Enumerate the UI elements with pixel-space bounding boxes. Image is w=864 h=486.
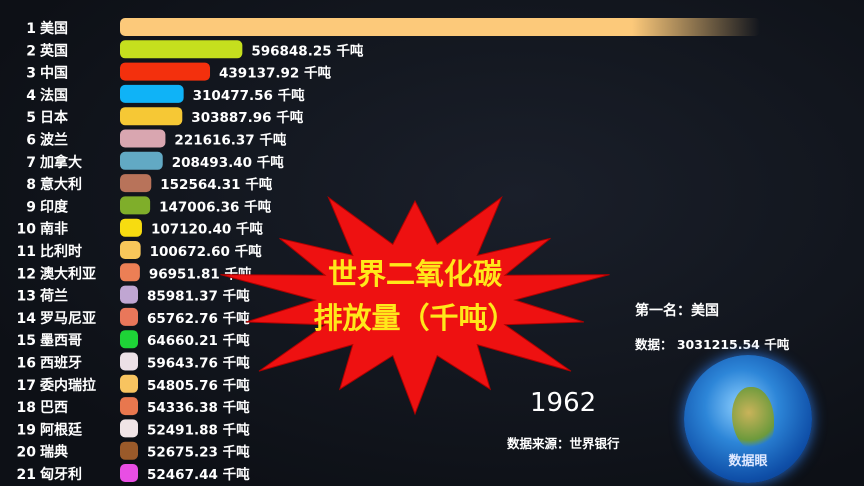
value-label: 54336.38 千吨 xyxy=(147,399,250,416)
country-label: 荷兰 xyxy=(39,288,68,305)
bar xyxy=(120,330,138,349)
globe-logo: 数据眼 xyxy=(684,355,812,483)
country-label: 法国 xyxy=(40,87,68,104)
country-label: 澳大利亚 xyxy=(40,265,96,282)
leader-label: 第一名：美国 xyxy=(635,303,719,319)
africa-shape xyxy=(732,387,774,451)
country-label: 加拿大 xyxy=(39,154,82,171)
value-label: 152564.31 千吨 xyxy=(160,176,272,193)
bar xyxy=(120,129,166,148)
rank-label: 10 xyxy=(17,222,37,238)
bar xyxy=(120,307,138,326)
country-label: 南非 xyxy=(40,221,68,238)
bar xyxy=(120,352,138,371)
rank-label: 14 xyxy=(17,311,37,327)
country-label: 阿根廷 xyxy=(40,421,83,438)
country-label: 英国 xyxy=(39,42,68,59)
rank-label: 12 xyxy=(17,266,36,282)
country-label: 意大利 xyxy=(40,176,82,193)
chart-title-line-2: 排放量（千吨） xyxy=(313,301,516,335)
starburst-shape xyxy=(220,195,610,416)
bar xyxy=(120,441,138,460)
bar xyxy=(120,174,152,193)
rank-label: 18 xyxy=(17,400,36,416)
country-label: 墨西哥 xyxy=(40,333,82,349)
value-label: 303887.96 千吨 xyxy=(191,109,303,126)
logo-text: 数据眼 xyxy=(728,454,768,469)
bar xyxy=(120,62,211,81)
title-starburst: 世界二氧化碳 排放量（千吨） xyxy=(220,195,610,416)
rank-label: 15 xyxy=(17,333,36,349)
bar xyxy=(120,196,151,215)
country-label: 巴西 xyxy=(40,400,68,416)
country-label: 中国 xyxy=(40,65,68,82)
rank-label: 5 xyxy=(26,110,36,126)
value-label: 310477.56 千吨 xyxy=(193,87,305,104)
value-label: 221616.37 千吨 xyxy=(174,132,286,149)
value-label: 64660.21 千吨 xyxy=(147,332,250,349)
value-label: 52467.44 千吨 xyxy=(147,466,250,483)
country-label: 美国 xyxy=(40,20,68,37)
country-label: 委内瑞拉 xyxy=(39,377,96,394)
rank-label: 4 xyxy=(26,88,36,104)
rank-label: 3 xyxy=(26,66,36,82)
rank-label: 20 xyxy=(17,445,37,461)
value-label: 208493.40 千吨 xyxy=(172,154,284,171)
country-label: 日本 xyxy=(40,109,69,126)
rank-label: 21 xyxy=(17,467,36,483)
country-label: 西班牙 xyxy=(40,355,82,372)
bar xyxy=(120,285,138,304)
value-label: 65762.76 千吨 xyxy=(147,310,250,327)
rank-label: 2 xyxy=(26,43,36,59)
rank-label: 16 xyxy=(17,356,36,372)
value-label: 96951.81 千吨 xyxy=(149,265,252,282)
value-label: 107120.40 千吨 xyxy=(151,221,263,238)
rank-label: 9 xyxy=(26,199,36,215)
bar xyxy=(120,464,138,482)
value-label: 596848.25 千吨 xyxy=(251,42,363,59)
rank-label: 8 xyxy=(26,177,36,193)
country-label: 波兰 xyxy=(40,132,68,149)
data-source: 数据来源：世界银行 xyxy=(507,436,620,451)
bar xyxy=(120,263,140,282)
country-label: 瑞典 xyxy=(40,444,68,461)
rank-label: 7 xyxy=(26,155,36,171)
bar xyxy=(120,397,138,416)
country-label: 匈牙利 xyxy=(40,466,82,483)
rank-label: 6 xyxy=(26,133,36,149)
chart-title-line-1: 世界二氧化碳 xyxy=(328,257,503,291)
value-label: 147006.36 千吨 xyxy=(159,198,271,215)
value-label: 54805.76 千吨 xyxy=(147,377,250,394)
rank-label: 19 xyxy=(17,422,36,438)
bar xyxy=(120,18,760,36)
value-label: 100672.60 千吨 xyxy=(150,243,262,260)
leader-value: 数据： 3031215.54 千吨 xyxy=(635,337,790,352)
bar xyxy=(120,374,138,393)
country-label: 印度 xyxy=(40,198,69,215)
bar xyxy=(120,40,243,59)
rank-label: 11 xyxy=(17,244,36,260)
rank-label: 17 xyxy=(17,378,36,394)
bar xyxy=(120,107,183,126)
rank-label: 13 xyxy=(17,289,36,305)
year-label: 1962 xyxy=(530,388,597,418)
value-label: 52491.88 千吨 xyxy=(147,421,250,438)
country-label: 比利时 xyxy=(40,243,82,260)
value-label: 52675.23 千吨 xyxy=(147,444,250,461)
bar xyxy=(120,218,142,237)
bar xyxy=(120,84,184,103)
country-label: 罗马尼亚 xyxy=(40,311,96,327)
bar xyxy=(120,419,138,438)
value-label: 439137.92 千吨 xyxy=(219,65,331,82)
value-label: 59643.76 千吨 xyxy=(147,355,250,372)
value-label: 85981.37 千吨 xyxy=(147,288,250,305)
bar xyxy=(120,241,141,259)
rank-label: 1 xyxy=(26,21,36,37)
bar xyxy=(120,151,163,170)
